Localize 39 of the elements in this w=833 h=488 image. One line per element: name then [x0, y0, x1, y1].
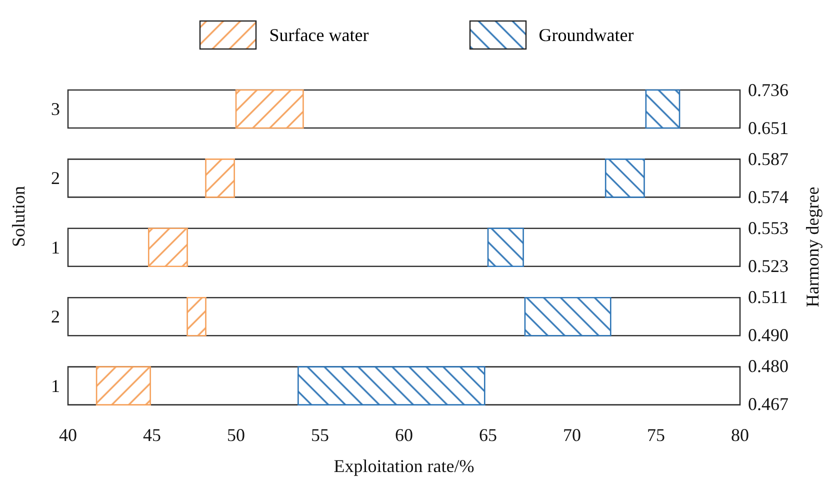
- y-tick-label: 2: [51, 306, 60, 327]
- x-tick-label: 75: [647, 424, 665, 445]
- x-axis-title: Exploitation rate/%: [334, 456, 474, 476]
- x-tick-label: 65: [479, 424, 497, 445]
- bar: [298, 366, 486, 406]
- text: 0.480: [748, 355, 788, 378]
- bar: [186, 296, 206, 336]
- y-axis-title: Solution: [8, 186, 28, 247]
- text: 0.523: [748, 255, 788, 277]
- text: 0.587: [748, 148, 788, 170]
- x-tick-label: 80: [731, 424, 749, 445]
- text: 0.574: [748, 186, 788, 208]
- x-tick-label: 45: [143, 424, 161, 445]
- bar: [524, 296, 612, 336]
- text: 0.553: [748, 217, 788, 239]
- y-tick-label: 2: [51, 168, 60, 188]
- bar: [235, 89, 304, 129]
- y-tick-label: 1: [51, 237, 60, 258]
- text: 0.511: [748, 286, 788, 308]
- x-tick-label: 55: [311, 424, 329, 445]
- text: 0.651: [748, 116, 788, 139]
- x-tick-label: 60: [395, 424, 413, 445]
- bar: [96, 366, 151, 406]
- y-tick-label: 1: [51, 376, 60, 396]
- bar: [205, 158, 235, 198]
- text: 0.490: [748, 324, 788, 346]
- legend-label: Groundwater: [538, 24, 634, 46]
- bar: [645, 89, 680, 129]
- text: 0.736: [748, 78, 788, 101]
- bar: [604, 158, 645, 198]
- text: 0.467: [748, 393, 788, 416]
- y2-axis-title: Harmony degree: [802, 186, 824, 308]
- x-tick-label: 50: [227, 424, 245, 445]
- y-tick-label: 3: [51, 98, 60, 119]
- x-tick-label: 40: [59, 424, 77, 445]
- bar: [148, 228, 188, 268]
- bar: [487, 228, 524, 268]
- x-tick-label: 70: [563, 424, 581, 445]
- legend-label: Surface water: [269, 24, 369, 46]
